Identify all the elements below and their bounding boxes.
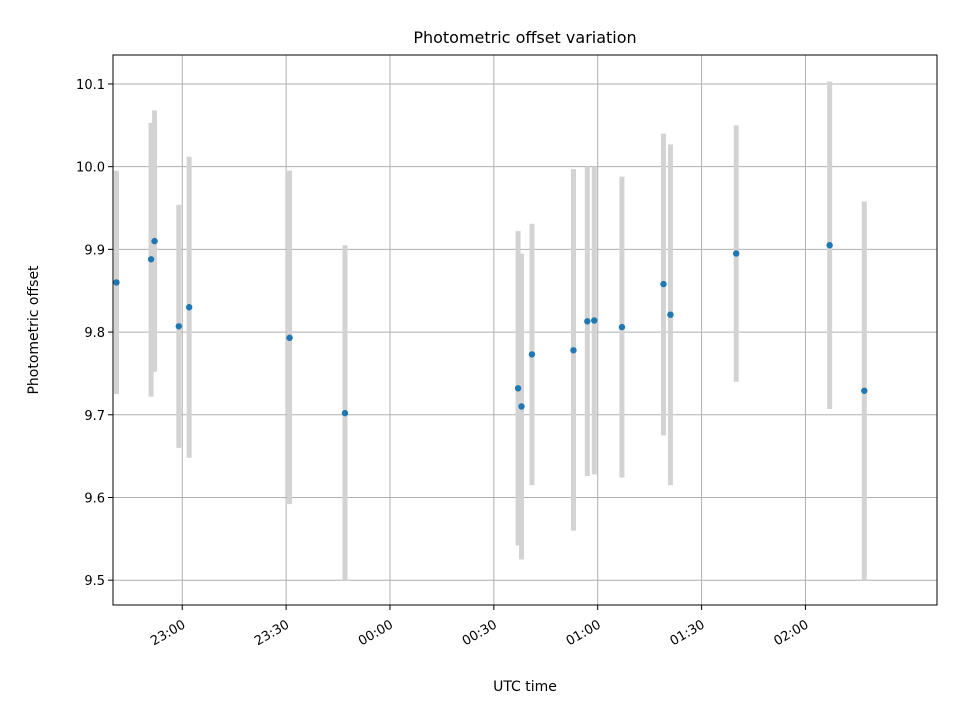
data-point	[667, 311, 674, 318]
y-tick-label: 9.8	[84, 326, 105, 341]
y-tick-label: 9.9	[84, 243, 105, 258]
y-tick-label: 10.1	[76, 78, 105, 93]
data-point	[618, 323, 626, 331]
chart-title: Photometric offset variation	[413, 28, 636, 47]
y-axis-label: Photometric offset	[26, 265, 42, 395]
y-tick-label: 9.7	[84, 409, 105, 424]
data-point	[861, 387, 868, 394]
x-axis-label: UTC time	[493, 679, 557, 695]
plot-frame	[112, 54, 938, 606]
data-point	[113, 279, 120, 286]
data-point	[584, 318, 591, 325]
data-point	[591, 317, 598, 324]
data-point	[660, 280, 667, 288]
y-tick-label: 10.0	[76, 161, 105, 176]
data-point	[175, 323, 182, 330]
data-point	[286, 334, 293, 342]
data-point	[147, 256, 155, 263]
data-point	[570, 347, 577, 354]
data-point	[514, 385, 522, 392]
grid	[113, 55, 937, 605]
data-point	[518, 403, 525, 410]
data-point	[185, 304, 193, 311]
data-point	[826, 242, 833, 249]
y-tick-label: 9.6	[84, 491, 105, 506]
data-point	[341, 409, 349, 417]
data-point	[528, 351, 536, 358]
data-points	[113, 237, 868, 417]
data-point	[732, 250, 740, 257]
data-point	[151, 237, 158, 245]
y-axis-ticks: 9.5 9.6 9.7 9.8 9.9 10.0 10.1	[76, 78, 113, 589]
y-tick-label: 9.5	[84, 574, 105, 589]
